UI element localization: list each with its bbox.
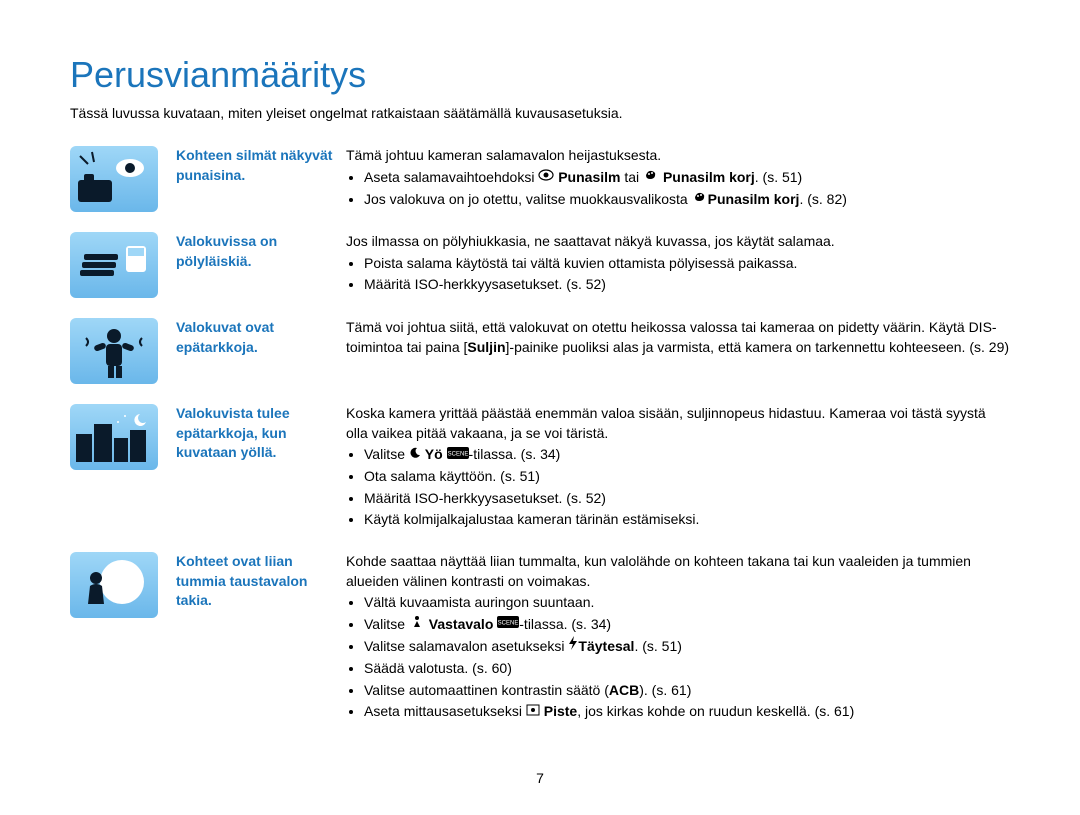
moon-icon [409, 445, 421, 465]
solution-text: Tämä johtuu kameran salamavalon heijastu… [346, 146, 1010, 212]
backlight-icon [409, 614, 425, 634]
thumb-icon [70, 552, 158, 618]
problem-label: Valokuvista tulee epätarkkoja, kun kuvat… [176, 404, 346, 463]
solution-text: Kohde saattaa näyttää liian tummalta, ku… [346, 552, 1010, 724]
spot-icon [526, 702, 540, 722]
problem-label: Valokuvissa on pölyläiskiä. [176, 232, 346, 271]
paint-icon [692, 189, 708, 209]
thumb-icon [70, 232, 158, 298]
trouble-row: Valokuvat ovat epätarkkoja.Tämä voi joht… [70, 318, 1010, 384]
page-title: Perusvianmääritys [70, 50, 1010, 100]
solution-text: Koska kamera yrittää päästää enemmän val… [346, 404, 1010, 532]
problem-label: Kohteet ovat liian tummia taustavalon ta… [176, 552, 346, 611]
scene-icon: SCENE [447, 445, 469, 465]
svg-text:SCENE: SCENE [498, 621, 519, 627]
flash-icon [568, 636, 578, 656]
intro-text: Tässä luvussa kuvataan, miten yleiset on… [70, 104, 1010, 124]
solution-text: Tämä voi johtua siitä, että valokuvat on… [346, 318, 1010, 357]
thumb-icon [70, 318, 158, 384]
trouble-row: Kohteet ovat liian tummia taustavalon ta… [70, 552, 1010, 724]
svg-text:SCENE: SCENE [447, 451, 468, 457]
trouble-row: Valokuvissa on pölyläiskiä.Jos ilmassa o… [70, 232, 1010, 298]
thumb-icon [70, 146, 158, 212]
paint-icon [643, 167, 659, 187]
trouble-row: Valokuvista tulee epätarkkoja, kun kuvat… [70, 404, 1010, 532]
problem-label: Kohteen silmät näkyvät punaisina. [176, 146, 346, 185]
eye-icon [538, 167, 554, 187]
page-number: 7 [0, 769, 1080, 789]
scene-icon: SCENE [497, 614, 519, 634]
problem-label: Valokuvat ovat epätarkkoja. [176, 318, 346, 357]
thumb-icon [70, 404, 158, 470]
solution-text: Jos ilmassa on pölyhiukkasia, ne saattav… [346, 232, 1010, 297]
trouble-row: Kohteen silmät näkyvät punaisina.Tämä jo… [70, 146, 1010, 212]
